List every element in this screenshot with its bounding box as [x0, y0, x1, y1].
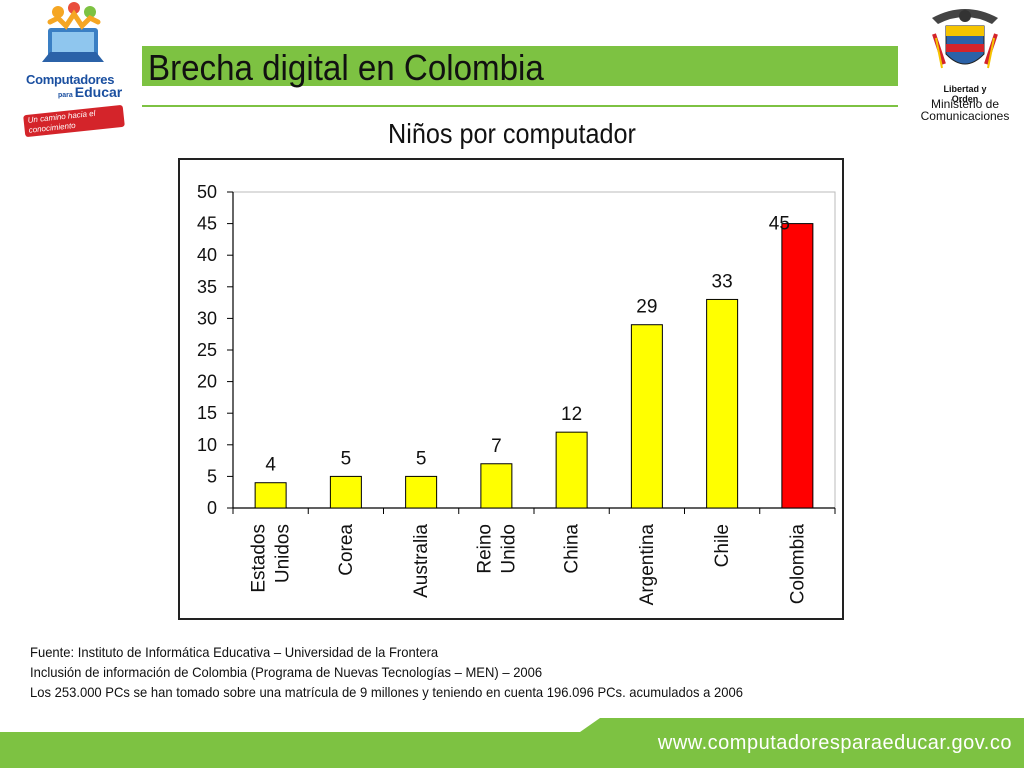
colombia-coat-of-arms-logo: Libertad y Orden Ministerio de Comunicac… [912, 4, 1018, 124]
inclusion-note: Inclusión de información de Colombia (Pr… [30, 664, 543, 680]
x-category-label: Unidos [273, 524, 294, 583]
footer-band [0, 718, 1024, 768]
y-tick-label: 25 [197, 340, 217, 360]
computadores-para-educar-logo: Computadores para Educar Un camino hacia … [20, 0, 130, 140]
children-book-icon [42, 2, 104, 62]
bar [630, 324, 663, 509]
bar-chart: 0 5 10 15 20 25 30 35 40 45 50 4 Estados Unidos 5 Corea… [197, 182, 836, 606]
data-label: 12 [561, 404, 582, 425]
motto-text: Libertad y Orden [943, 84, 987, 104]
bar [706, 298, 739, 509]
page-title: Brecha digital en Colombia [148, 47, 544, 88]
x-category-label: Argentina [637, 524, 658, 606]
data-label: 29 [636, 297, 657, 318]
brand-name-line2: para Educar [58, 84, 123, 100]
y-tick-label: 15 [197, 403, 217, 423]
y-tick-label: 35 [197, 277, 217, 297]
data-label: 5 [341, 448, 352, 469]
title-divider [142, 105, 898, 107]
bar [781, 223, 814, 509]
data-label: 4 [265, 455, 276, 476]
footer-url[interactable]: www.computadoresparaeducar.gov.co [657, 732, 1012, 754]
ministry-name: Ministerio de Comunicaciones [920, 97, 1010, 123]
y-tick-label: 0 [207, 498, 217, 518]
y-tick-label: 30 [197, 308, 217, 328]
bar [555, 431, 588, 509]
y-tick-label: 20 [197, 372, 217, 392]
chart-title: Niños por computador [388, 118, 636, 149]
y-tick-label: 50 [197, 182, 217, 202]
x-category-label: China [562, 524, 583, 574]
y-tick-label: 40 [197, 245, 217, 265]
data-label: 33 [712, 271, 733, 292]
title-bar: Brecha digital en Colombia [142, 46, 898, 88]
x-category-label: Unido [498, 524, 519, 574]
data-label: 7 [491, 436, 502, 457]
chart-frame: 0 5 10 15 20 25 30 35 40 45 50 4 Estados Unidos 5 Corea… [178, 158, 844, 620]
y-tick-label: 5 [207, 466, 217, 486]
y-tick-label: 10 [197, 435, 217, 455]
x-category-label: Corea [336, 524, 357, 576]
data-label: 45 [769, 214, 790, 235]
x-category-label: Chile [712, 524, 733, 567]
brand-name-line1: Computadores [26, 72, 115, 87]
plot-area [232, 191, 836, 509]
bar [405, 475, 438, 509]
x-category-label: Reino [474, 524, 495, 574]
methodology-note: Los 253.000 PCs se han tomado sobre una … [30, 684, 743, 700]
y-tick-label: 45 [197, 214, 217, 234]
x-category-label: Estados [249, 524, 270, 593]
x-category-label: Australia [411, 524, 432, 598]
bar [254, 482, 287, 509]
bar [329, 475, 362, 509]
x-category-label: Colombia [787, 524, 808, 605]
data-label: 5 [416, 448, 427, 469]
source-line: Fuente: Instituto de Informática Educati… [30, 644, 439, 660]
bar [480, 463, 513, 509]
source-notes: Fuente: Instituto de Informática Educati… [30, 642, 797, 702]
coat-of-arms-icon [932, 9, 998, 69]
